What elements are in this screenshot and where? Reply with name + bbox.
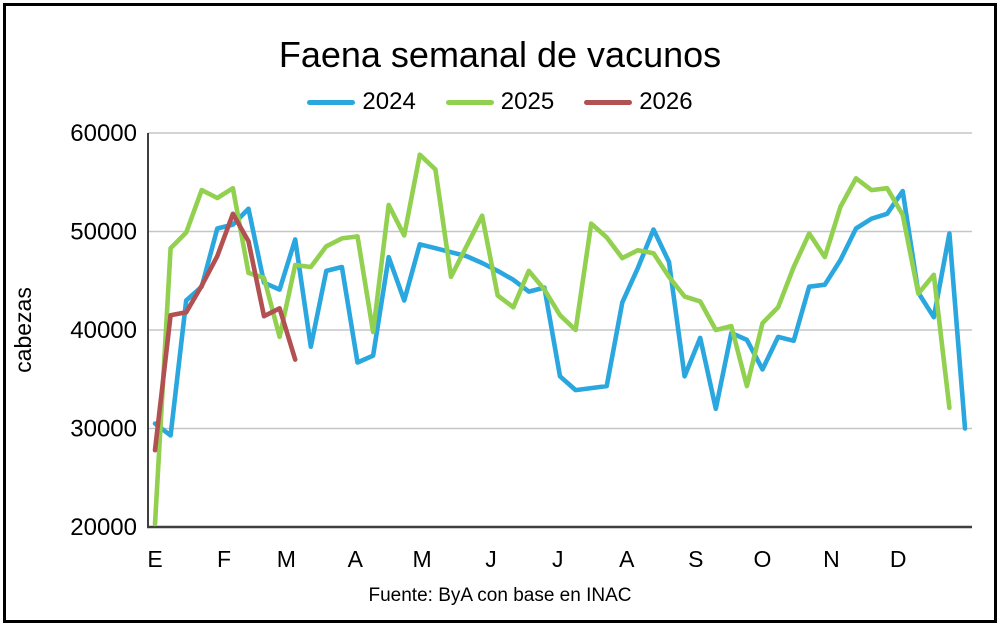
legend-label-2026: 2026 bbox=[639, 88, 693, 115]
legend-swatch-2026-icon bbox=[584, 99, 633, 105]
x-tick-label-A: A bbox=[348, 546, 364, 572]
x-tick-label-O: O bbox=[754, 546, 772, 572]
x-tick-label-M: M bbox=[412, 546, 431, 572]
legend: 2024 2025 2026 bbox=[0, 88, 1000, 116]
series-line-2025 bbox=[152, 152, 952, 527]
x-tick-label-J: J bbox=[552, 546, 564, 572]
y-tick-label: 60000 bbox=[70, 120, 137, 147]
x-tick-label-A: A bbox=[619, 546, 635, 572]
legend-label-2025: 2025 bbox=[500, 88, 555, 115]
series-line-2026 bbox=[152, 211, 298, 453]
legend-swatch-2025-icon bbox=[445, 99, 494, 105]
x-tick-label-D: D bbox=[890, 546, 907, 572]
x-tick-label-J: J bbox=[485, 546, 497, 572]
series-line-2024 bbox=[152, 188, 968, 438]
x-tick-label-S: S bbox=[688, 546, 703, 572]
x-tick-label-E: E bbox=[147, 546, 162, 572]
legend-item-2024: 2024 bbox=[307, 88, 416, 116]
y-tick-label: 50000 bbox=[70, 219, 137, 246]
legend-item-2026: 2026 bbox=[584, 88, 693, 116]
x-tick-label-F: F bbox=[217, 546, 231, 572]
legend-swatch-2024-icon bbox=[307, 99, 356, 105]
y-tick-label: 40000 bbox=[70, 317, 137, 344]
x-tick-label-N: N bbox=[823, 546, 840, 572]
y-tick-label: 30000 bbox=[70, 416, 137, 443]
source-caption: Fuente: ByA con base en INAC bbox=[368, 585, 632, 606]
legend-item-2025: 2025 bbox=[445, 88, 555, 116]
y-tick-label: 20000 bbox=[70, 514, 137, 541]
chart-title: Faena semanal de vacunos bbox=[278, 34, 722, 75]
legend-label-2024: 2024 bbox=[362, 88, 416, 115]
x-tick-label-M: M bbox=[277, 546, 296, 572]
